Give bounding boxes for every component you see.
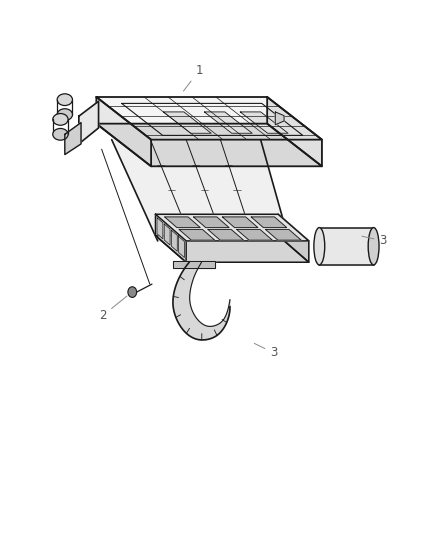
Polygon shape [237, 229, 272, 240]
Ellipse shape [53, 114, 68, 125]
Polygon shape [155, 214, 309, 241]
Polygon shape [278, 214, 309, 262]
Ellipse shape [314, 228, 325, 265]
Polygon shape [251, 217, 287, 228]
Polygon shape [179, 237, 184, 257]
Polygon shape [223, 217, 258, 228]
Ellipse shape [368, 228, 379, 265]
Polygon shape [173, 261, 215, 268]
Polygon shape [96, 97, 151, 166]
Ellipse shape [57, 94, 73, 106]
Polygon shape [275, 112, 284, 125]
Text: 1: 1 [184, 64, 203, 91]
Polygon shape [173, 262, 230, 340]
Text: 2: 2 [99, 296, 127, 322]
Polygon shape [65, 123, 81, 155]
Polygon shape [171, 230, 177, 251]
Polygon shape [265, 229, 301, 240]
Polygon shape [163, 112, 211, 133]
Polygon shape [96, 97, 322, 140]
Ellipse shape [53, 128, 68, 140]
Polygon shape [157, 218, 163, 239]
Text: 3: 3 [254, 343, 277, 359]
Polygon shape [96, 124, 322, 166]
Circle shape [128, 287, 137, 297]
Polygon shape [155, 214, 186, 262]
Polygon shape [267, 97, 322, 166]
Polygon shape [240, 112, 288, 133]
Polygon shape [205, 112, 252, 133]
Polygon shape [194, 217, 229, 228]
Polygon shape [79, 101, 99, 144]
Polygon shape [179, 229, 215, 240]
Polygon shape [319, 228, 374, 265]
Polygon shape [165, 217, 200, 228]
Text: 3: 3 [362, 235, 387, 247]
Polygon shape [112, 140, 289, 241]
Polygon shape [208, 229, 244, 240]
Polygon shape [155, 236, 309, 262]
Polygon shape [164, 224, 170, 245]
Ellipse shape [57, 109, 73, 120]
